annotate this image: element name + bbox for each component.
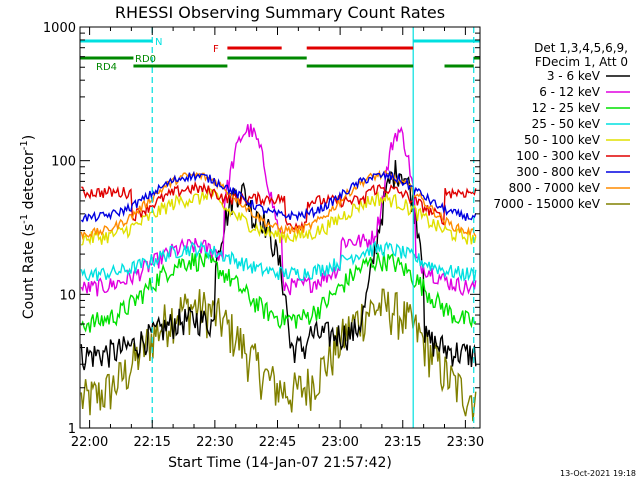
y-axis-label: Count Rate (s-1 detector-1) bbox=[19, 135, 37, 319]
x-tick-label-2: 22:30 bbox=[196, 435, 233, 450]
x-tick-label-3: 22:45 bbox=[259, 435, 296, 450]
series-line-8 bbox=[80, 288, 477, 422]
flag-label-n: N bbox=[155, 37, 162, 48]
legend: Det 1,3,4,5,6,9,FDecim 1, Att 03 - 6 keV… bbox=[493, 41, 630, 211]
legend-header-1: FDecim 1, Att 0 bbox=[535, 55, 628, 69]
y-tick-label-3: 1000 bbox=[43, 21, 76, 36]
legend-label-6: 300 - 800 keV bbox=[516, 165, 600, 179]
series-line-0 bbox=[80, 160, 477, 371]
y-tick-label-2: 100 bbox=[51, 155, 76, 170]
x-tick-label-1: 22:15 bbox=[133, 435, 170, 450]
series-line-3 bbox=[80, 240, 477, 282]
x-tick-label-6: 23:30 bbox=[447, 435, 484, 450]
y-tick-label-0: 1 bbox=[68, 422, 76, 437]
plot-area bbox=[80, 123, 477, 422]
legend-header-0: Det 1,3,4,5,6,9, bbox=[534, 41, 628, 55]
legend-label-4: 50 - 100 keV bbox=[524, 133, 601, 147]
footer-timestamp: 13-Oct-2021 19:18 bbox=[560, 469, 636, 478]
legend-label-0: 3 - 6 keV bbox=[547, 69, 601, 83]
y-tick-label-1: 10 bbox=[59, 288, 76, 303]
flag-label-rd4: RD4 bbox=[96, 62, 117, 73]
x-tick-label-4: 23:00 bbox=[321, 435, 358, 450]
flag-label-f: F bbox=[213, 44, 219, 55]
legend-label-3: 25 - 50 keV bbox=[532, 117, 601, 131]
x-tick-label-5: 23:15 bbox=[384, 435, 421, 450]
legend-label-1: 6 - 12 keV bbox=[539, 85, 601, 99]
legend-label-5: 100 - 300 keV bbox=[516, 149, 600, 163]
legend-label-8: 7000 - 15000 keV bbox=[493, 197, 600, 211]
series-line-7 bbox=[80, 169, 477, 241]
series-line-2 bbox=[80, 252, 477, 333]
series-line-6 bbox=[80, 170, 477, 223]
legend-label-2: 12 - 25 keV bbox=[532, 101, 601, 115]
legend-label-7: 800 - 7000 keV bbox=[509, 181, 601, 195]
flag-label-rd0: RD0 bbox=[135, 54, 156, 65]
x-axis-label: Start Time (14-Jan-07 21:57:42) bbox=[168, 455, 392, 471]
x-tick-label-0: 22:00 bbox=[71, 435, 108, 450]
plot-frame bbox=[79, 26, 481, 429]
chart-title: RHESSI Observing Summary Count Rates bbox=[115, 3, 445, 22]
